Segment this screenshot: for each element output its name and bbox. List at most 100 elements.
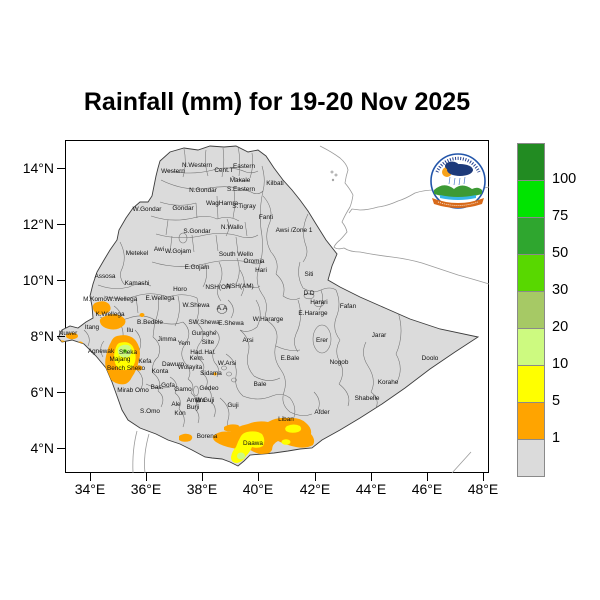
zone-label: Mirab Omo [117, 386, 149, 394]
zone-label: Oromia [243, 257, 265, 265]
zone-label: Awi [153, 245, 165, 253]
zone-label: Wolayita [177, 363, 203, 371]
zone-label: Kefa [138, 357, 152, 365]
rain-20-30mm [123, 349, 127, 353]
zone-label: Awsi /Zone 1 [275, 226, 313, 234]
x-axis-label: 38°E [186, 481, 218, 497]
zone-label: Silte [201, 338, 215, 346]
zone-label: Bale [253, 380, 267, 388]
legend-color-segment [517, 328, 545, 366]
legend-color-segment [517, 254, 545, 292]
x-axis-label: 40°E [242, 481, 274, 497]
zone-label: NSH(AM) [226, 282, 254, 290]
zone-label: Horo [173, 285, 187, 293]
zone-label: Sheka [118, 348, 138, 356]
y-axis-tick [57, 335, 65, 337]
y-axis-label: 6°N [30, 384, 55, 400]
zone-label: Assosa [94, 272, 116, 280]
zone-label: W.Guji [195, 396, 215, 404]
zone-label: Nuwer [58, 329, 78, 337]
zone-label: N.Gondar [189, 186, 217, 194]
y-axis-label: 4°N [30, 440, 55, 456]
zone-label: Bas. [150, 383, 164, 391]
zone-label: WagHamra [205, 199, 239, 207]
zone-label: E.Wellega [145, 294, 175, 302]
y-axis-label: 14°N [22, 160, 54, 176]
zone-label: M.Komo [83, 295, 107, 303]
zone-label: Cent.T [214, 166, 234, 174]
addis-ababa-ring [216, 304, 228, 314]
zone-label: Siti [304, 270, 314, 278]
legend-value-label: 5 [552, 393, 561, 409]
meteorological-institute-logo-icon [430, 153, 486, 209]
legend-color-segment [517, 180, 545, 218]
x-axis-tick [482, 473, 484, 481]
zone-label: Yem [177, 339, 191, 347]
zone-label: Harari [310, 298, 328, 306]
zone-label: E.Shewa [218, 319, 244, 327]
y-axis-tick [57, 279, 65, 281]
legend-color-segment [517, 402, 545, 440]
zone-label: D.D [303, 289, 315, 297]
zone-label: SW.Shewa [188, 318, 220, 326]
zone-label: Had. [190, 348, 204, 356]
zone-label: Doolo [421, 354, 439, 362]
zone-label: Nogob [329, 358, 349, 366]
zone-label: Eastern [232, 162, 256, 170]
zone-label: Hal. [204, 348, 216, 356]
legend-value-label: 75 [552, 208, 569, 224]
zone-label: Jarar [371, 331, 387, 339]
x-axis-label: 46°E [411, 481, 443, 497]
zone-label: W.Gojam [164, 247, 192, 255]
x-axis-tick [370, 473, 372, 481]
legend-value-label: 50 [552, 245, 569, 261]
zone-label: Jimma [157, 335, 177, 343]
zone-label: Agnewak [87, 347, 115, 355]
zone-label: Ilu [126, 326, 134, 334]
zone-label: Arsi [242, 336, 254, 344]
zone-label: Sidama [200, 369, 222, 377]
legend-value-label: 30 [552, 282, 569, 298]
x-axis-label: 44°E [355, 481, 387, 497]
zone-label: Gondar [172, 204, 194, 212]
zone-label: E.Gojam [184, 263, 210, 271]
y-axis-label: 10°N [22, 272, 54, 288]
zone-label: Guraghe [191, 329, 217, 337]
zone-label: Amaro [186, 396, 206, 404]
x-axis-label: 36°E [130, 481, 162, 497]
zone-label: Kem. [189, 354, 205, 362]
zone-label: Korahe [377, 378, 399, 386]
zone-boundaries [83, 146, 402, 439]
zone-label: Gofa [161, 381, 175, 389]
zone-label: W.Wellega [106, 295, 138, 303]
zone-label: Erer [315, 336, 329, 344]
zone-label: N.Wallo [220, 223, 244, 231]
y-axis-tick [57, 223, 65, 225]
zone-label: Dawuro [161, 360, 185, 368]
figure-title: Rainfall (mm) for 19-20 Nov 2025 [83, 88, 471, 116]
zone-label: S.Eastern [226, 185, 256, 193]
x-axis-tick [145, 473, 147, 481]
zone-label: Burji [186, 403, 200, 411]
zone-label: N.Western [181, 161, 213, 169]
zone-label: S.Tigray [232, 202, 256, 210]
y-axis-tick [57, 447, 65, 449]
zone-label: Itang [84, 323, 100, 331]
rainfall-blobs [58, 301, 333, 463]
legend-value-label: 100 [552, 171, 577, 187]
y-axis-label: 8°N [30, 328, 55, 344]
y-axis-tick [57, 167, 65, 169]
zone-label: Ale [171, 400, 181, 408]
zone-label: Fanti [258, 213, 274, 221]
zone-label: Metekel [125, 249, 149, 257]
y-axis-tick [57, 391, 65, 393]
legend-color-segment [517, 217, 545, 255]
zone-label: S.Omo [140, 407, 160, 415]
x-axis-tick [314, 473, 316, 481]
zone-label: Guji [227, 401, 239, 409]
legend-color-segment [517, 439, 545, 477]
x-axis-label: 34°E [74, 481, 106, 497]
zone-label: A.A [216, 304, 228, 312]
zone-label: Fafan [339, 302, 357, 310]
